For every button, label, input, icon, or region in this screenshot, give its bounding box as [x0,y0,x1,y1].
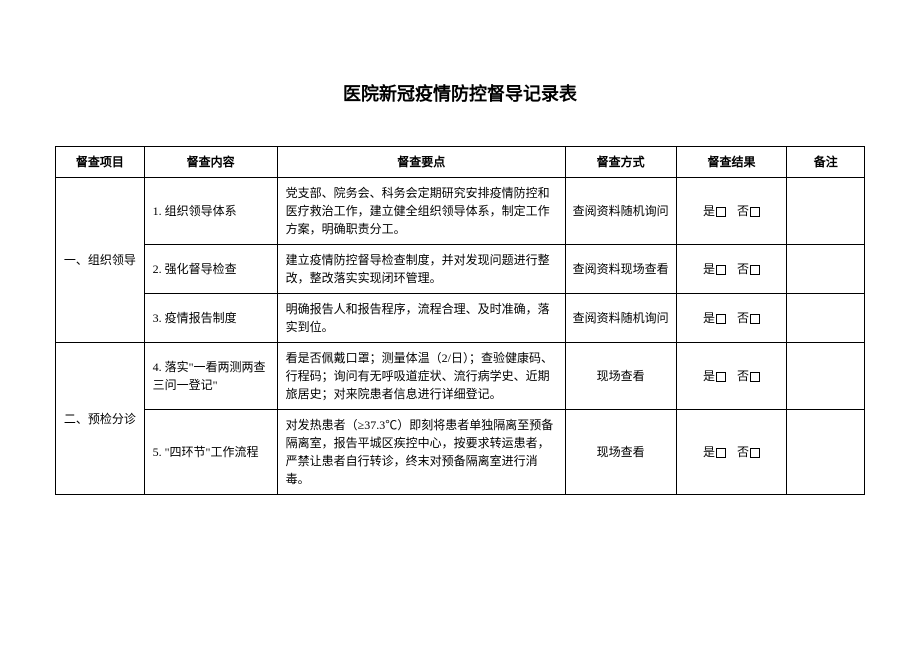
method-cell: 查阅资料现场查看 [565,245,676,294]
points-cell: 建立疫情防控督导检查制度，并对发现问题进行整改，整改落实实现闭环管理。 [277,245,565,294]
result-cell: 是 否 [676,343,787,410]
project-cell: 二、预检分诊 [56,343,145,495]
result-yes: 是 [703,367,726,385]
content-cell: 4. 落实"一看两测两查三问一登记" [144,343,277,410]
checkbox-icon[interactable] [750,372,760,382]
document-page: 医院新冠疫情防控督导记录表 督查项目 督查内容 督查要点 督查方式 督查结果 备… [0,0,920,515]
col-header-points: 督查要点 [277,147,565,178]
checkbox-icon[interactable] [716,448,726,458]
page-title: 医院新冠疫情防控督导记录表 [55,80,865,106]
result-yes: 是 [703,309,726,327]
table-row: 5. "四环节"工作流程 对发热患者（≥37.3℃）即刻将患者单独隔离至预备隔离… [56,410,865,495]
points-cell: 对发热患者（≥37.3℃）即刻将患者单独隔离至预备隔离室，报告平城区疾控中心，按… [277,410,565,495]
remark-cell [787,294,865,343]
col-header-content: 督查内容 [144,147,277,178]
points-cell: 看是否佩戴口罩；测量体温（2/日）；查验健康码、行程码；询问有无呼吸道症状、流行… [277,343,565,410]
checkbox-icon[interactable] [750,448,760,458]
checkbox-icon[interactable] [716,207,726,217]
result-yes: 是 [703,443,726,461]
points-cell: 党支部、院务会、科务会定期研究安排疫情防控和医疗救治工作，建立健全组织领导体系，… [277,178,565,245]
table-header-row: 督查项目 督查内容 督查要点 督查方式 督查结果 备注 [56,147,865,178]
content-cell: 2. 强化督导检查 [144,245,277,294]
table-body: 一、组织领导 1. 组织领导体系 党支部、院务会、科务会定期研究安排疫情防控和医… [56,178,865,495]
method-cell: 查阅资料随机询问 [565,294,676,343]
col-header-method: 督查方式 [565,147,676,178]
result-no: 否 [737,309,760,327]
content-cell: 3. 疫情报告制度 [144,294,277,343]
col-header-project: 督查项目 [56,147,145,178]
table-row: 一、组织领导 1. 组织领导体系 党支部、院务会、科务会定期研究安排疫情防控和医… [56,178,865,245]
content-cell: 5. "四环节"工作流程 [144,410,277,495]
result-no: 否 [737,260,760,278]
supervision-record-table: 督查项目 督查内容 督查要点 督查方式 督查结果 备注 一、组织领导 1. 组织… [55,146,865,495]
result-cell: 是 否 [676,178,787,245]
checkbox-icon[interactable] [750,265,760,275]
checkbox-icon[interactable] [716,265,726,275]
result-no: 否 [737,367,760,385]
method-cell: 查阅资料随机询问 [565,178,676,245]
checkbox-icon[interactable] [750,314,760,324]
content-cell: 1. 组织领导体系 [144,178,277,245]
method-cell: 现场查看 [565,410,676,495]
col-header-remark: 备注 [787,147,865,178]
project-cell: 一、组织领导 [56,178,145,343]
table-row: 2. 强化督导检查 建立疫情防控督导检查制度，并对发现问题进行整改，整改落实实现… [56,245,865,294]
points-cell: 明确报告人和报告程序，流程合理、及时准确，落实到位。 [277,294,565,343]
result-cell: 是 否 [676,245,787,294]
result-yes: 是 [703,202,726,220]
table-row: 二、预检分诊 4. 落实"一看两测两查三问一登记" 看是否佩戴口罩；测量体温（2… [56,343,865,410]
col-header-result: 督查结果 [676,147,787,178]
checkbox-icon[interactable] [716,372,726,382]
result-no: 否 [737,443,760,461]
remark-cell [787,245,865,294]
result-no: 否 [737,202,760,220]
checkbox-icon[interactable] [750,207,760,217]
table-row: 3. 疫情报告制度 明确报告人和报告程序，流程合理、及时准确，落实到位。 查阅资… [56,294,865,343]
result-cell: 是 否 [676,294,787,343]
remark-cell [787,343,865,410]
remark-cell [787,410,865,495]
result-cell: 是 否 [676,410,787,495]
checkbox-icon[interactable] [716,314,726,324]
method-cell: 现场查看 [565,343,676,410]
result-yes: 是 [703,260,726,278]
remark-cell [787,178,865,245]
